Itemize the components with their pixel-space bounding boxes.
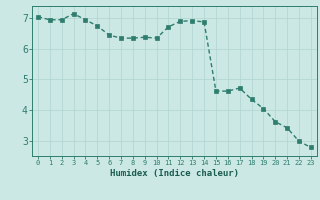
- X-axis label: Humidex (Indice chaleur): Humidex (Indice chaleur): [110, 169, 239, 178]
